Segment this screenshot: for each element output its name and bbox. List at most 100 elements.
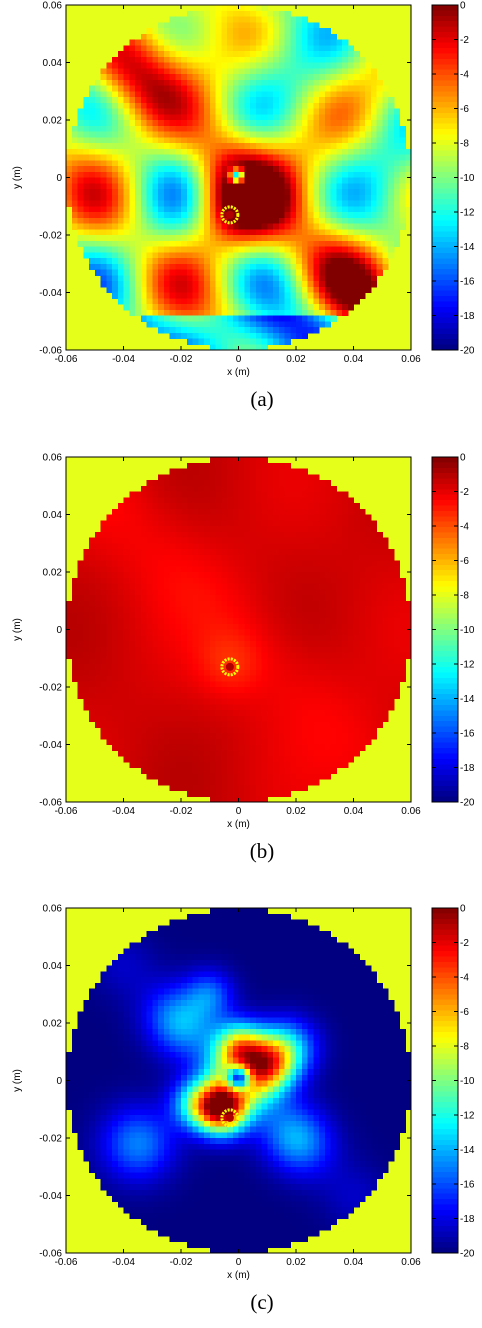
heatmap-cell bbox=[313, 229, 320, 236]
heatmap-cell bbox=[129, 738, 136, 746]
heatmap-cell bbox=[244, 623, 251, 631]
heatmap-cell bbox=[238, 658, 245, 665]
heatmap-cell bbox=[250, 508, 257, 516]
heatmap-cell bbox=[232, 462, 240, 470]
heatmap-cell bbox=[175, 531, 182, 539]
heatmap-cell bbox=[301, 28, 309, 35]
heatmap-cell bbox=[100, 606, 107, 613]
heatmap-cell bbox=[100, 229, 107, 236]
heatmap-cell bbox=[255, 281, 263, 288]
heatmap-cell bbox=[370, 246, 378, 253]
heatmap-cell bbox=[238, 177, 245, 184]
heatmap-cell bbox=[112, 217, 119, 225]
heatmap-cell bbox=[181, 229, 188, 236]
heatmap-cell bbox=[261, 137, 268, 144]
heatmap-cell bbox=[158, 315, 165, 322]
heatmap-cell bbox=[204, 97, 211, 104]
heatmap-cell bbox=[255, 664, 263, 671]
heatmap-cell bbox=[313, 217, 320, 225]
heatmap-cell bbox=[106, 217, 113, 225]
heatmap-cell bbox=[106, 223, 113, 230]
heatmap-cell bbox=[83, 166, 90, 173]
heatmap-cell bbox=[152, 698, 159, 705]
heatmap-cell bbox=[232, 635, 240, 642]
heatmap-cell bbox=[290, 756, 297, 763]
heatmap-cell bbox=[204, 715, 211, 723]
heatmap-cell bbox=[169, 600, 176, 608]
heatmap-cell bbox=[244, 258, 251, 265]
heatmap-cell bbox=[278, 235, 286, 242]
heatmap-cell bbox=[140, 520, 148, 527]
heatmap-cell bbox=[342, 223, 349, 230]
heatmap-cell bbox=[192, 468, 199, 475]
heatmap-cell bbox=[215, 217, 222, 225]
heatmap-cell bbox=[336, 309, 343, 317]
heatmap-cell bbox=[123, 750, 130, 757]
heatmap-cell bbox=[255, 641, 263, 648]
heatmap-cell bbox=[227, 468, 234, 475]
heatmap-cell bbox=[215, 22, 222, 29]
heatmap-cell bbox=[163, 298, 171, 305]
colorbar-segment bbox=[432, 64, 458, 71]
heatmap-cell bbox=[146, 143, 153, 150]
heatmap-cell bbox=[140, 583, 148, 590]
heatmap-cell bbox=[359, 148, 366, 156]
heatmap-cell bbox=[123, 166, 130, 173]
heatmap-cell bbox=[209, 738, 217, 746]
heatmap-cell bbox=[261, 148, 268, 156]
heatmap-cell bbox=[313, 327, 320, 334]
heatmap-cell bbox=[209, 258, 217, 265]
heatmap-cell bbox=[238, 166, 245, 173]
heatmap-cell bbox=[169, 767, 176, 774]
colorbar-segment bbox=[432, 58, 458, 65]
heatmap-cell bbox=[158, 240, 165, 248]
heatmap-cell bbox=[342, 51, 349, 58]
heatmap-cell bbox=[117, 658, 125, 665]
heatmap-cell bbox=[198, 715, 205, 723]
heatmap-cell bbox=[319, 148, 326, 156]
heatmap-cell bbox=[169, 114, 176, 121]
heatmap-cell bbox=[232, 750, 240, 757]
heatmap-cell bbox=[227, 761, 234, 769]
heatmap-cell bbox=[123, 304, 130, 311]
heatmap-cell bbox=[370, 160, 378, 167]
heatmap-cell bbox=[163, 738, 171, 746]
heatmap-cell bbox=[181, 612, 188, 619]
heatmap-cell bbox=[163, 177, 171, 184]
heatmap-cell bbox=[94, 171, 102, 179]
heatmap-cell bbox=[221, 246, 228, 253]
x-tick-label: -0.06 bbox=[55, 354, 78, 365]
heatmap-cell bbox=[284, 292, 291, 299]
heatmap-cell bbox=[123, 281, 130, 288]
heatmap-cell bbox=[382, 212, 389, 219]
heatmap-cell bbox=[227, 91, 234, 98]
heatmap-cell bbox=[175, 485, 182, 493]
heatmap-cell bbox=[152, 68, 159, 75]
heatmap-cell bbox=[273, 275, 280, 282]
heatmap-cell bbox=[307, 171, 314, 179]
heatmap-cell bbox=[106, 618, 113, 625]
heatmap-cell bbox=[313, 177, 320, 184]
heatmap-cell bbox=[278, 468, 286, 475]
heatmap-cell bbox=[186, 68, 194, 75]
heatmap-cell bbox=[181, 298, 188, 305]
heatmap-cell bbox=[117, 108, 125, 115]
heatmap-cell bbox=[186, 315, 194, 322]
heatmap-cell bbox=[186, 223, 194, 230]
heatmap-cell bbox=[215, 166, 222, 173]
heatmap-cell bbox=[290, 51, 297, 58]
heatmap-cell bbox=[382, 160, 389, 167]
heatmap-cell bbox=[261, 97, 268, 104]
heatmap-cell bbox=[365, 177, 372, 184]
heatmap-cell bbox=[209, 675, 217, 682]
heatmap-cell bbox=[209, 298, 217, 305]
heatmap-cell bbox=[169, 543, 176, 550]
heatmap-cell bbox=[261, 612, 268, 619]
heatmap-cell bbox=[209, 468, 217, 475]
heatmap-cell bbox=[140, 767, 148, 774]
heatmap-cell bbox=[77, 589, 84, 596]
heatmap-cell bbox=[163, 491, 171, 498]
heatmap-cell bbox=[227, 171, 234, 179]
heatmap-cell bbox=[175, 520, 182, 527]
heatmap-cell bbox=[112, 687, 119, 694]
